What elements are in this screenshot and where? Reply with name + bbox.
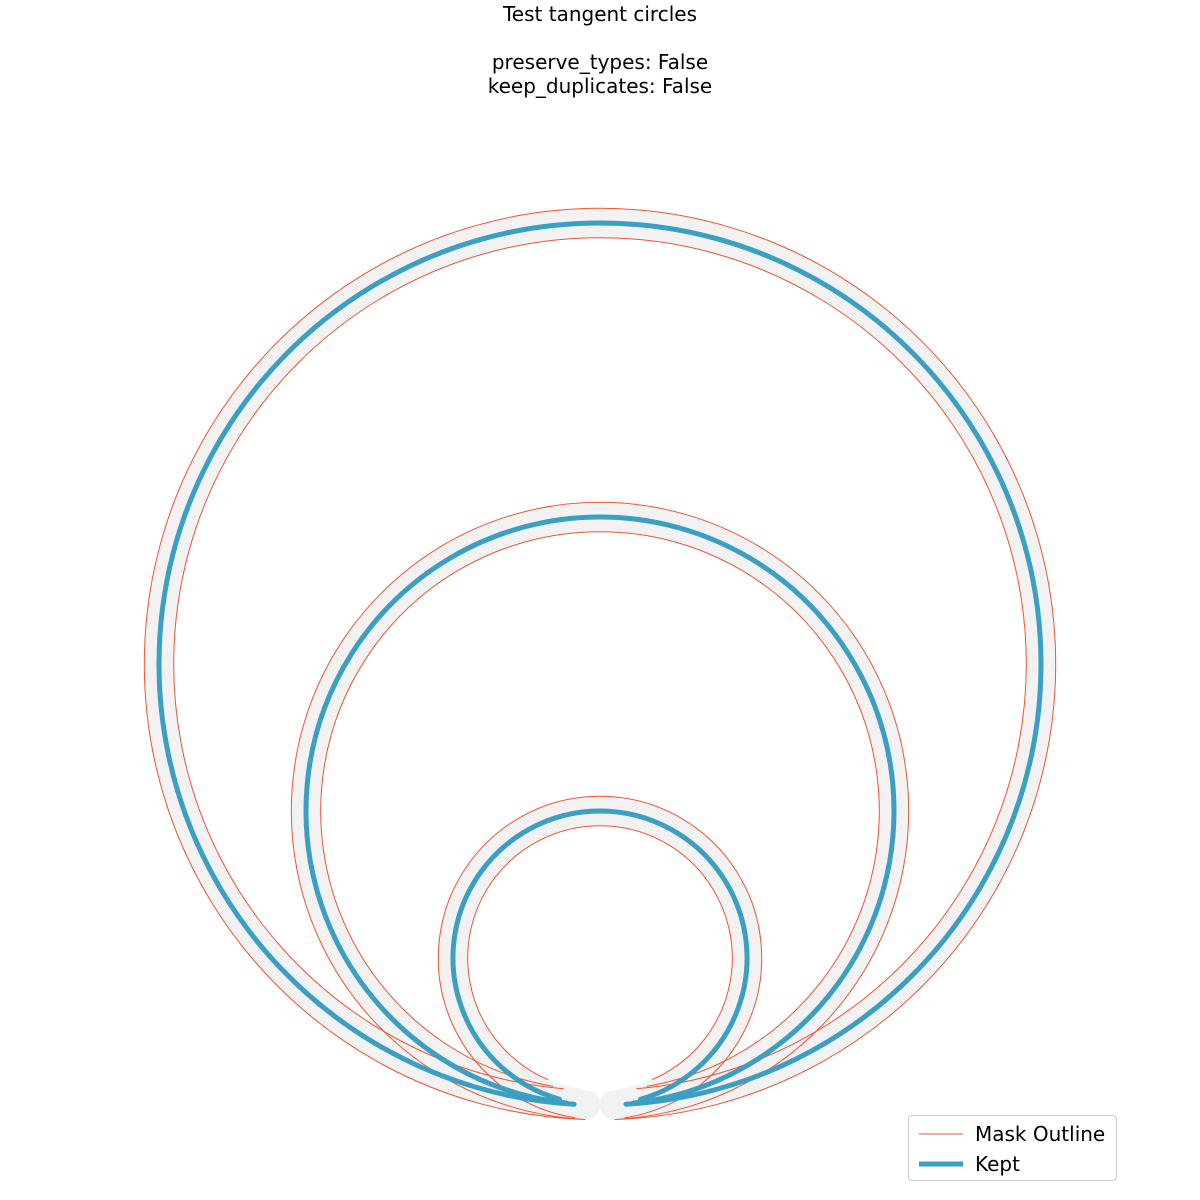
kept-lines-layer xyxy=(156,220,1044,1107)
mask-outline-3-outer xyxy=(437,795,763,1119)
title-line-3: keep_duplicates: False xyxy=(487,74,713,98)
mask-halo-layer xyxy=(144,208,1056,1120)
mask-outline-layer xyxy=(143,207,1057,1120)
mask-halo-1 xyxy=(144,208,1056,1120)
title-line-1: Test tangent circles xyxy=(502,2,697,26)
kept-line-1 xyxy=(156,220,1044,1107)
legend: Mask Outline Kept xyxy=(908,1115,1117,1181)
mask-outline-1-outer xyxy=(143,207,1057,1120)
mask-outline-2-outer xyxy=(290,501,910,1120)
kept-line-3 xyxy=(450,808,750,1102)
mask-outline-3-inner xyxy=(467,825,733,1081)
legend-swatch-kept xyxy=(919,1161,963,1167)
title-line-2: preserve_types: False xyxy=(491,50,709,74)
legend-swatch-mask xyxy=(919,1133,963,1135)
legend-label-mask: Mask Outline xyxy=(975,1122,1106,1146)
legend-item-kept: Kept xyxy=(909,1149,1116,1179)
mask-outline-1-inner xyxy=(173,237,1027,1090)
kept-line-2 xyxy=(303,514,897,1106)
chart-title: Test tangent circles preserve_types: Fal… xyxy=(0,2,1200,98)
legend-label-kept: Kept xyxy=(975,1152,1020,1176)
legend-item-mask: Mask Outline xyxy=(909,1119,1116,1149)
title-spacer xyxy=(0,26,1200,50)
mask-outline-2-inner xyxy=(320,531,880,1087)
